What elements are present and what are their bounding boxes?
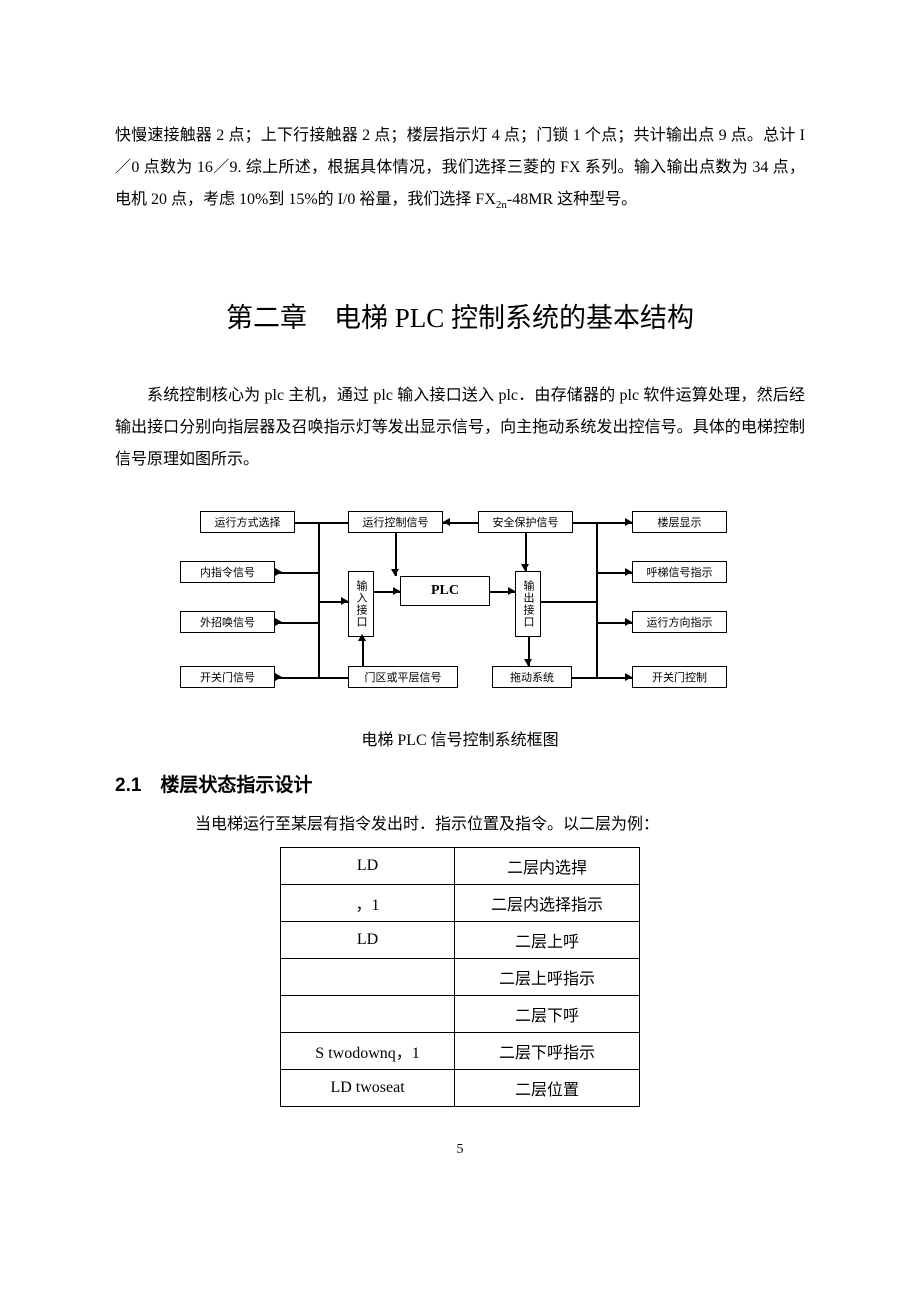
box-plc: PLC <box>400 576 490 606</box>
diagram-caption: 电梯 PLC 信号控制系统框图 <box>115 726 805 750</box>
top-paragraph: 快慢速接触器 2 点；上下行接触器 2 点；楼层指示灯 4 点；门锁 1 个点；… <box>115 120 805 216</box>
cell <box>281 996 455 1033</box>
top-paragraph-sub: 2n <box>496 199 507 211</box>
box-drive-sys: 拖动系统 <box>492 666 572 688</box>
page-number: 5 <box>115 1142 805 1158</box>
cell: S twodownq，1 <box>281 1033 455 1070</box>
cell: 二层内选捍 <box>455 848 640 885</box>
cell: LD twoseat <box>281 1070 455 1107</box>
cell <box>281 959 455 996</box>
cell: LD <box>281 922 455 959</box>
box-door-ctrl: 开关门控制 <box>632 666 727 688</box>
table-row: ，1 二层内选择指示 <box>281 885 640 922</box>
label-input-port: 输入接口 <box>353 580 369 628</box>
table-row: 二层上呼指示 <box>281 959 640 996</box>
box-door-signal: 开关门信号 <box>180 666 275 688</box>
table-row: LD 二层上呼 <box>281 922 640 959</box>
box-internal-cmd: 内指令信号 <box>180 561 275 583</box>
plc-block-diagram: 运行方式选择 内指令信号 外招唤信号 开关门信号 运行控制信号 安全保护信号 输… <box>180 506 740 701</box>
cell: ，1 <box>281 885 455 922</box>
table-row: S twodownq，1 二层下呼指示 <box>281 1033 640 1070</box>
cell: 二层上呼 <box>455 922 640 959</box>
box-call-indicator: 呼梯信号指示 <box>632 561 727 583</box>
chapter-title: 第二章 电梯 PLC 控制系统的基本结构 <box>115 296 805 335</box>
cell: LD <box>281 848 455 885</box>
table-row: LD 二层内选捍 <box>281 848 640 885</box>
table-row: 二层下呼 <box>281 996 640 1033</box>
table-row: LD twoseat 二层位置 <box>281 1070 640 1107</box>
top-paragraph-main: 快慢速接触器 2 点；上下行接触器 2 点；楼层指示灯 4 点；门锁 1 个点；… <box>115 127 805 208</box>
section-heading: 2.1 楼层状态指示设计 <box>115 770 805 797</box>
box-external-call: 外招唤信号 <box>180 611 275 633</box>
cell: 二层位置 <box>455 1070 640 1107</box>
instruction-table: LD 二层内选捍 ，1 二层内选择指示 LD 二层上呼 二层上呼指示 二层下呼 … <box>280 847 640 1107</box>
diagram-container: 运行方式选择 内指令信号 外招唤信号 开关门信号 运行控制信号 安全保护信号 输… <box>180 506 740 701</box>
box-run-ctrl: 运行控制信号 <box>348 511 443 533</box>
top-paragraph-tail: -48MR 这种型号。 <box>507 191 637 208</box>
cell: 二层下呼 <box>455 996 640 1033</box>
label-output-port: 输出接口 <box>520 580 536 628</box>
box-output-port: 输出接口 <box>515 571 541 637</box>
chapter-paragraph: 系统控制核心为 plc 主机，通过 plc 输入接口送入 plc．由存储器的 p… <box>115 380 805 476</box>
box-direction: 运行方向指示 <box>632 611 727 633</box>
cell: 二层上呼指示 <box>455 959 640 996</box>
box-floor-display: 楼层显示 <box>632 511 727 533</box>
cell: 二层下呼指示 <box>455 1033 640 1070</box>
box-run-mode: 运行方式选择 <box>200 511 295 533</box>
section-intro: 当电梯运行至某层有指令发出时．指示位置及指令。以二层为例： <box>115 809 805 841</box>
cell: 二层内选择指示 <box>455 885 640 922</box>
box-safety: 安全保护信号 <box>478 511 573 533</box>
box-door-zone: 门区或平层信号 <box>348 666 458 688</box>
box-input-port: 输入接口 <box>348 571 374 637</box>
